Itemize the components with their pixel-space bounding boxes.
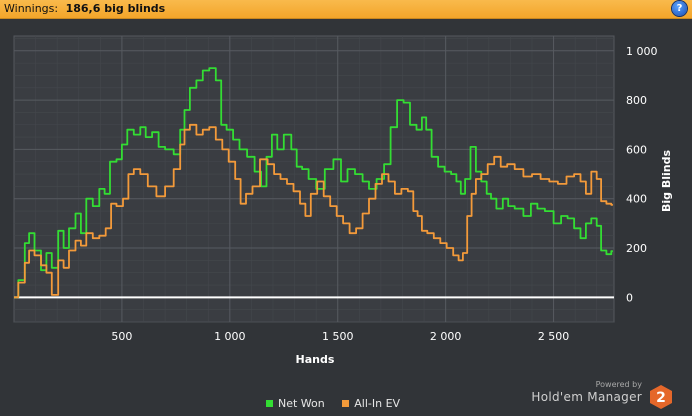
- help-icon[interactable]: ?: [672, 1, 687, 16]
- series-line-net-won: [14, 67, 613, 299]
- legend-swatch-net-won: [266, 400, 273, 407]
- legend-swatch-all-in-ev: [342, 400, 350, 407]
- legend-item-all-in-ev: All-In EV: [342, 397, 400, 410]
- product-name: Hold'em Manager: [531, 390, 642, 404]
- hem2-logo-icon: 2: [650, 385, 672, 409]
- y-tick-label: 200: [626, 242, 647, 255]
- x-tick-label: 500: [111, 330, 132, 343]
- product-branding: Powered by Hold'em Manager 2: [530, 380, 680, 412]
- x-tick-label: 1 500: [322, 330, 354, 343]
- y-tick-label: 800: [626, 94, 647, 107]
- x-tick-label: 1 000: [214, 330, 246, 343]
- y-tick-labels: 0 200 400 600 800 1 000: [626, 45, 658, 305]
- legend-item-net-won: Net Won: [266, 397, 325, 410]
- y-tick-label: 400: [626, 193, 647, 206]
- logo-badge-text: 2: [656, 390, 666, 406]
- chart-legend: Net Won All-In EV: [266, 397, 414, 410]
- winnings-label: Winnings:: [4, 2, 59, 15]
- legend-label-all-in-ev: All-In EV: [354, 397, 401, 410]
- y-axis-title: Big Blinds: [660, 150, 673, 212]
- y-tick-label: 0: [626, 291, 633, 304]
- winnings-header-bar: Winnings: 186,6 big blinds ?: [0, 0, 692, 19]
- powered-by-text: Powered by: [595, 380, 642, 389]
- winnings-summary: Winnings: 186,6 big blinds: [4, 2, 165, 16]
- y-tick-label: 600: [626, 143, 647, 156]
- x-axis-title: Hands: [296, 353, 335, 366]
- x-tick-label: 2 500: [538, 330, 570, 343]
- winnings-value: 186,6 big blinds: [65, 2, 166, 15]
- y-tick-label: 1 000: [626, 45, 658, 58]
- series-lines: [14, 67, 613, 299]
- x-tick-label: 2 000: [430, 330, 462, 343]
- winnings-graph: 0 200 400 600 800 1 000 500 1 000 1 500 2 000 2 5…: [13, 35, 673, 366]
- x-tick-labels: 500 1 000 1 500 2 000 2 500: [111, 330, 569, 343]
- series-line-all-in-ev: [14, 123, 613, 299]
- legend-label-net-won: Net Won: [278, 397, 325, 410]
